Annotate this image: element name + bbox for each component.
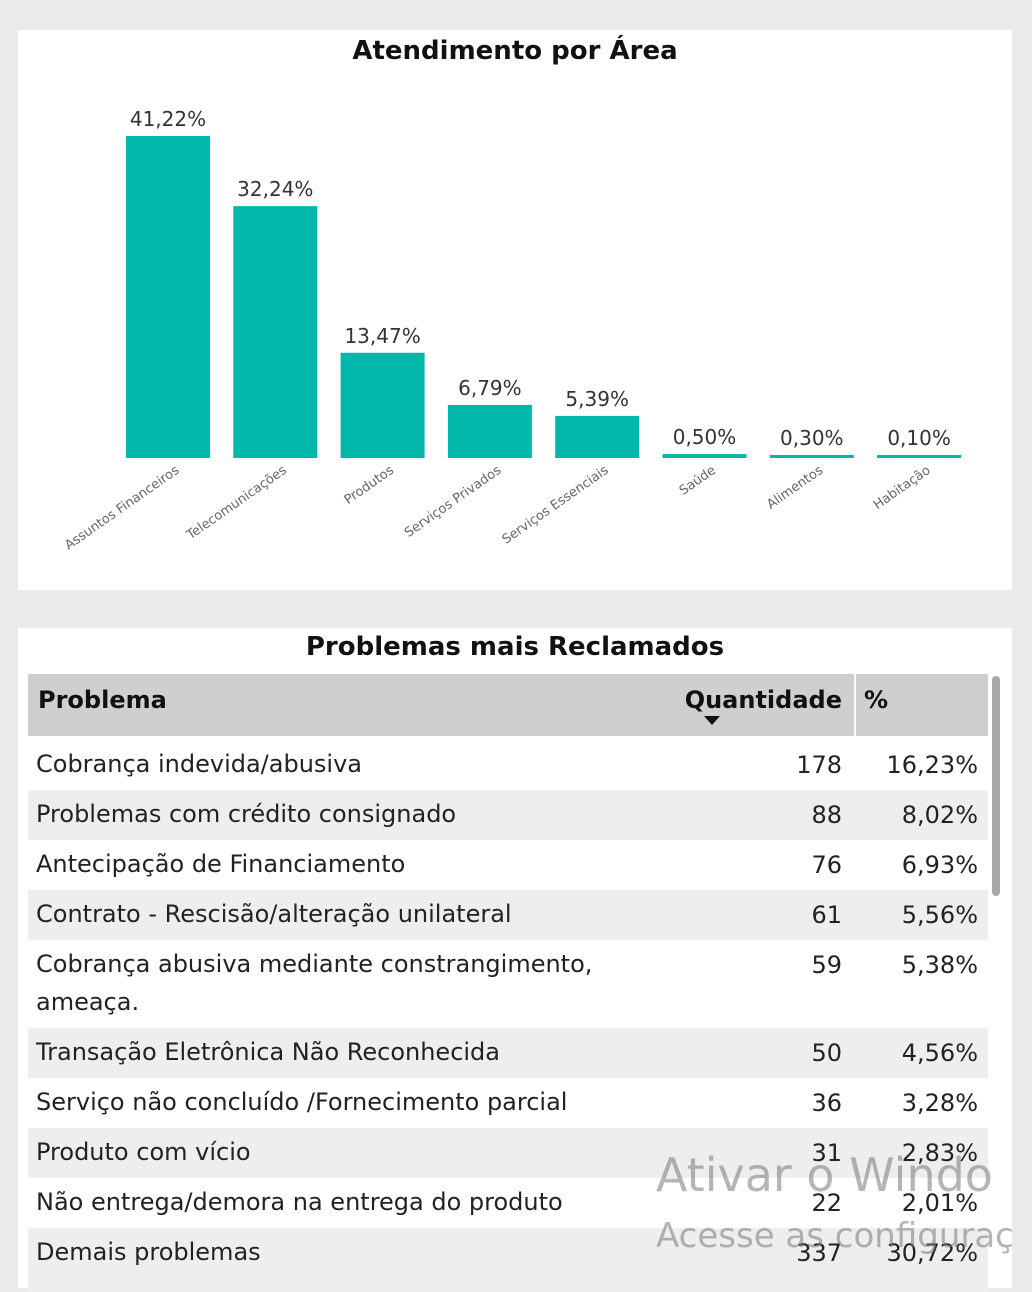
cell-problema: Problemas com crédito consignado <box>36 800 457 828</box>
cell-percent: 5,38% <box>901 951 978 979</box>
cell-quantidade: 337 <box>796 1239 842 1267</box>
category-label: Produtos <box>342 463 397 508</box>
table-header: Problema Quantidade % <box>28 674 988 736</box>
table-card: Problemas mais Reclamados Problema Quant… <box>18 628 1012 1292</box>
cell-quantidade: 59 <box>811 951 842 979</box>
cell-percent: 2,01% <box>901 1189 978 1217</box>
bar[interactable] <box>662 454 747 458</box>
bar[interactable] <box>555 415 640 458</box>
bar[interactable] <box>233 206 318 458</box>
cell-quantidade: 76 <box>811 851 842 879</box>
cell-percent: 6,93% <box>901 851 978 879</box>
column-header-quantidade[interactable]: Quantidade <box>684 686 842 714</box>
chart-card: Atendimento por Área 41,22% Assuntos Fina… <box>18 30 1012 590</box>
cell-quantidade: 36 <box>811 1089 842 1117</box>
sort-descending-icon[interactable] <box>704 716 720 725</box>
column-header-percent[interactable]: % <box>864 686 889 714</box>
category-label: Telecomunicações <box>183 463 289 544</box>
cell-percent: 4,56% <box>901 1039 978 1067</box>
cell-percent: 3,28% <box>901 1089 978 1117</box>
cell-problema: Transação Eletrônica Não Reconhecida <box>36 1038 500 1066</box>
table-row[interactable]: Problemas com crédito consignado 88 8,02% <box>28 790 988 840</box>
data-label: 13,47% <box>344 324 420 348</box>
table-row[interactable]: Serviço não concluído /Fornecimento parc… <box>28 1078 988 1128</box>
table-title: Problemas mais Reclamados <box>305 632 725 662</box>
cell-problema: Antecipação de Financiamento <box>36 850 406 878</box>
bar-chart: 41,22% Assuntos Financeiros 32,24% Telecomu… <box>62 107 962 553</box>
data-label: 0,50% <box>673 425 737 449</box>
cell-percent: 2,83% <box>901 1139 978 1167</box>
column-header-problema[interactable]: Problema <box>38 686 167 714</box>
category-label: Serviços Privados <box>402 463 504 541</box>
cell-percent: 8,02% <box>901 801 978 829</box>
cell-problema: Cobrança indevida/abusiva <box>36 750 363 778</box>
bar[interactable] <box>447 404 532 458</box>
table-scrollbar[interactable] <box>992 676 1000 896</box>
activation-watermark-title: Ativar o Windo <box>656 1148 993 1202</box>
cell-percent: 30,72% <box>886 1239 978 1267</box>
data-label: 41,22% <box>130 107 206 131</box>
cell-quantidade: 22 <box>811 1189 842 1217</box>
table-row[interactable]: Contrato - Rescisão/alteração unilateral… <box>28 890 988 940</box>
cell-percent: 16,23% <box>886 751 978 779</box>
table-row[interactable]: Não entrega/demora na entrega do produto… <box>28 1178 988 1228</box>
column-divider <box>854 674 856 736</box>
cell-quantidade: 88 <box>811 801 842 829</box>
data-label: 32,24% <box>237 177 313 201</box>
category-label: Serviços Essenciais <box>500 463 612 548</box>
cell-problema: Não entrega/demora na entrega do produto <box>36 1188 563 1216</box>
bar[interactable] <box>769 455 854 458</box>
category-label: Saúde <box>677 463 719 499</box>
category-label: Alimentos <box>764 463 826 513</box>
table-row[interactable]: Produto com vício 31 2,83% <box>28 1128 988 1178</box>
chart-title: Atendimento por Área <box>352 36 678 66</box>
data-label: 0,10% <box>887 426 951 450</box>
table-body: Cobrança indevida/abusiva 178 16,23% Proble… <box>28 740 988 1292</box>
cell-quantidade: 31 <box>811 1139 842 1167</box>
data-label: 6,79% <box>458 376 522 400</box>
table-row[interactable]: Demais problemas 337 30,72% <box>28 1228 988 1292</box>
category-label: Habitação <box>871 463 933 513</box>
cell-percent: 5,56% <box>901 901 978 929</box>
cell-problema: Cobrança abusiva mediante constrangiment… <box>36 950 593 1016</box>
data-label: 5,39% <box>565 387 629 411</box>
cell-quantidade: 61 <box>811 901 842 929</box>
table-row[interactable]: Cobrança indevida/abusiva 178 16,23% <box>28 740 988 790</box>
bar[interactable] <box>126 136 210 458</box>
cell-quantidade: 178 <box>796 751 842 779</box>
bar[interactable] <box>340 352 425 458</box>
activation-watermark-subtitle: Acesse as configuraç <box>656 1216 1014 1256</box>
table-row[interactable]: Transação Eletrônica Não Reconhecida 50 4,… <box>28 1028 988 1078</box>
table-row[interactable]: Cobrança abusiva mediante constrangiment… <box>28 940 988 1028</box>
cell-problema: Produto com vício <box>36 1138 251 1166</box>
category-label: Assuntos Financeiros <box>62 463 182 553</box>
data-label: 0,30% <box>780 426 844 450</box>
bar[interactable] <box>877 455 962 458</box>
cell-quantidade: 50 <box>811 1039 842 1067</box>
cell-problema: Serviço não concluído /Fornecimento parc… <box>36 1088 568 1116</box>
cell-problema: Contrato - Rescisão/alteração unilateral <box>36 900 512 928</box>
cell-problema: Demais problemas <box>36 1238 261 1266</box>
table-row[interactable]: Antecipação de Financiamento 76 6,93% <box>28 840 988 890</box>
